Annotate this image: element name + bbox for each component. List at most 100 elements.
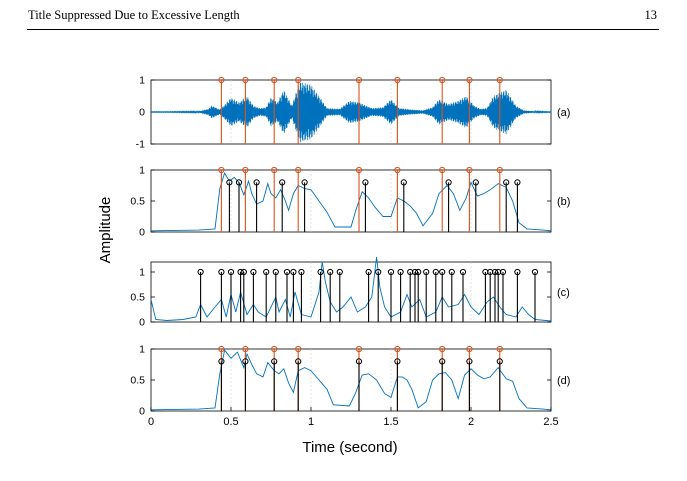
reference-marker: [466, 76, 473, 84]
reference-marker: [466, 345, 473, 353]
y-tick-label: 1: [139, 267, 145, 279]
panel-frame: [150, 261, 552, 323]
panel-frame: [150, 169, 552, 233]
reference-marker: [355, 345, 363, 353]
y-tick-label: 0: [139, 406, 145, 418]
detected-marker: [400, 179, 407, 186]
detected-marker: [290, 268, 297, 276]
reference-marker: [439, 166, 446, 174]
panel-label: (b): [557, 196, 570, 208]
envelope-series: [150, 349, 552, 411]
x-tick-label: 2.5: [543, 416, 558, 428]
envelope-series: [150, 171, 552, 232]
x-tick-label: 0.5: [223, 416, 238, 428]
reference-marker: [271, 76, 278, 84]
detected-marker: [459, 268, 467, 276]
x-axis-label: Time (second): [302, 439, 397, 456]
reference-marker: [394, 166, 401, 174]
detected-marker: [514, 179, 521, 186]
header-rule: [27, 29, 659, 30]
running-title: Title Suppressed Due to Excessive Length: [28, 8, 240, 22]
y-axis-label: Amplitude: [97, 197, 114, 264]
detected-marker: [295, 358, 302, 365]
detected-marker: [445, 179, 452, 186]
detected-marker: [415, 268, 422, 276]
y-tick-label: 0: [139, 227, 145, 239]
panel-4: 1 0.5 0 (d): [130, 344, 570, 418]
reference-marker: [496, 166, 503, 174]
reference-marker: [394, 345, 401, 353]
reference-marker: [496, 345, 503, 353]
detected-marker: [397, 268, 404, 276]
detected-marker: [387, 268, 395, 276]
detected-marker: [439, 358, 446, 365]
detected-marker: [237, 268, 244, 276]
detected-marker: [499, 268, 507, 276]
panel-frame: [150, 348, 552, 412]
reference-marker: [295, 345, 302, 353]
detected-marker: [411, 268, 419, 276]
reference-marker: [439, 76, 446, 84]
detected-marker: [271, 358, 278, 365]
detected-marker: [514, 268, 521, 276]
y-tick-label: 0.5: [130, 196, 145, 208]
detected-marker: [272, 268, 279, 276]
detected-marker: [218, 358, 225, 365]
panel-2: 1 0.5 0 (b): [130, 165, 570, 239]
reference-marker: [218, 345, 225, 353]
reference-marker: [242, 166, 249, 174]
waveform-series: [150, 82, 552, 143]
x-tick-label: 1.5: [383, 416, 398, 428]
reference-marker: [295, 76, 302, 84]
reference-marker: [394, 76, 401, 84]
detected-marker: [439, 268, 446, 276]
detected-marker: [466, 358, 473, 365]
detected-marker: [235, 179, 243, 186]
detected-marker: [279, 179, 286, 186]
detected-marker: [240, 268, 247, 276]
detected-marker: [375, 268, 382, 276]
x-tick-label: 2: [468, 416, 474, 428]
detected-marker: [283, 268, 291, 276]
envelope-series: [150, 256, 552, 322]
y-tick-label: 1: [139, 165, 145, 177]
detected-marker: [226, 179, 233, 186]
panel-3: 1 0.5 0 (c): [130, 256, 570, 329]
reference-marker: [242, 76, 249, 84]
detected-marker: [253, 179, 260, 186]
detected-marker: [472, 179, 479, 186]
detected-marker: [327, 268, 334, 276]
detected-marker: [301, 179, 308, 186]
reference-marker: [218, 76, 225, 84]
reference-marker: [218, 166, 225, 174]
detected-marker: [496, 358, 503, 365]
x-tick-label: 1: [308, 416, 314, 428]
panel-label: (c): [557, 287, 570, 299]
panel-1: 1 0 -1 (a): [136, 75, 571, 151]
reference-marker: [242, 345, 249, 353]
detected-marker: [317, 268, 324, 276]
detected-marker: [365, 268, 372, 276]
y-tick-label: 0: [139, 317, 145, 329]
detected-marker: [197, 268, 204, 276]
detected-marker: [263, 268, 270, 276]
y-tick-label: 1: [139, 344, 145, 356]
reference-marker: [439, 345, 446, 353]
detected-marker: [503, 179, 510, 186]
y-tick-label: 0.5: [130, 375, 145, 387]
detected-marker: [531, 268, 539, 276]
detected-marker: [298, 268, 305, 276]
reference-marker: [496, 76, 503, 84]
y-tick-label: 0: [139, 107, 145, 119]
detected-marker: [394, 358, 401, 365]
y-tick-label: 0.5: [130, 292, 145, 304]
reference-marker: [355, 166, 363, 174]
reference-marker: [466, 166, 473, 174]
panel-label: (d): [557, 375, 570, 387]
detected-marker: [362, 179, 369, 186]
reference-marker: [295, 166, 302, 174]
detected-marker: [242, 358, 249, 365]
reference-marker: [271, 345, 278, 353]
detected-marker: [227, 268, 235, 276]
